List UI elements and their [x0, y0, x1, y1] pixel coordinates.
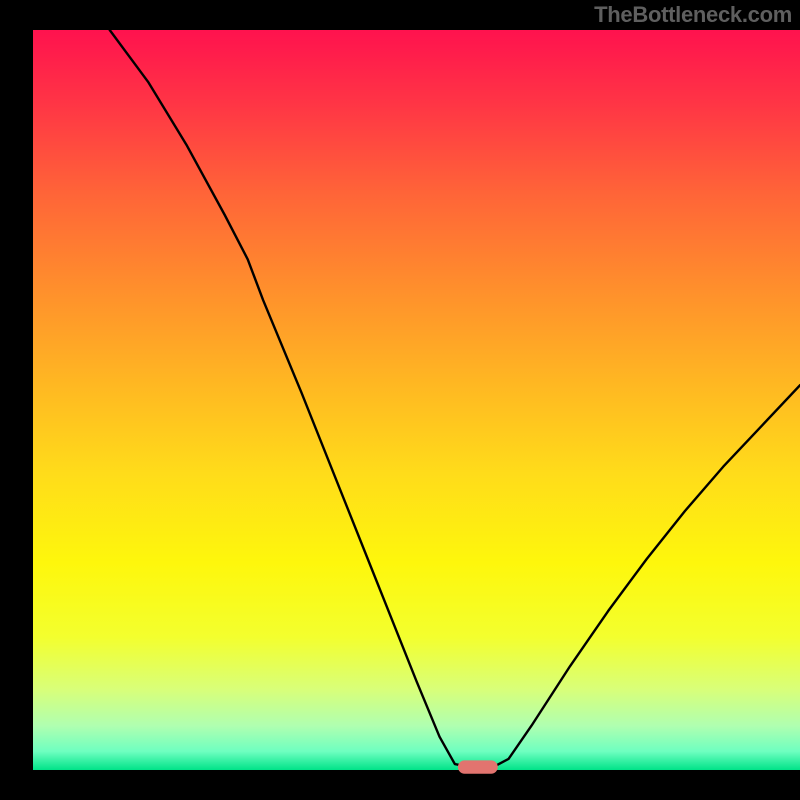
chart-background	[33, 30, 800, 770]
bottleneck-curve-chart	[0, 0, 800, 800]
source-watermark: TheBottleneck.com	[594, 2, 792, 28]
chart-container: { "source_watermark": { "text": "TheBott…	[0, 0, 800, 800]
optimum-marker	[458, 760, 498, 773]
